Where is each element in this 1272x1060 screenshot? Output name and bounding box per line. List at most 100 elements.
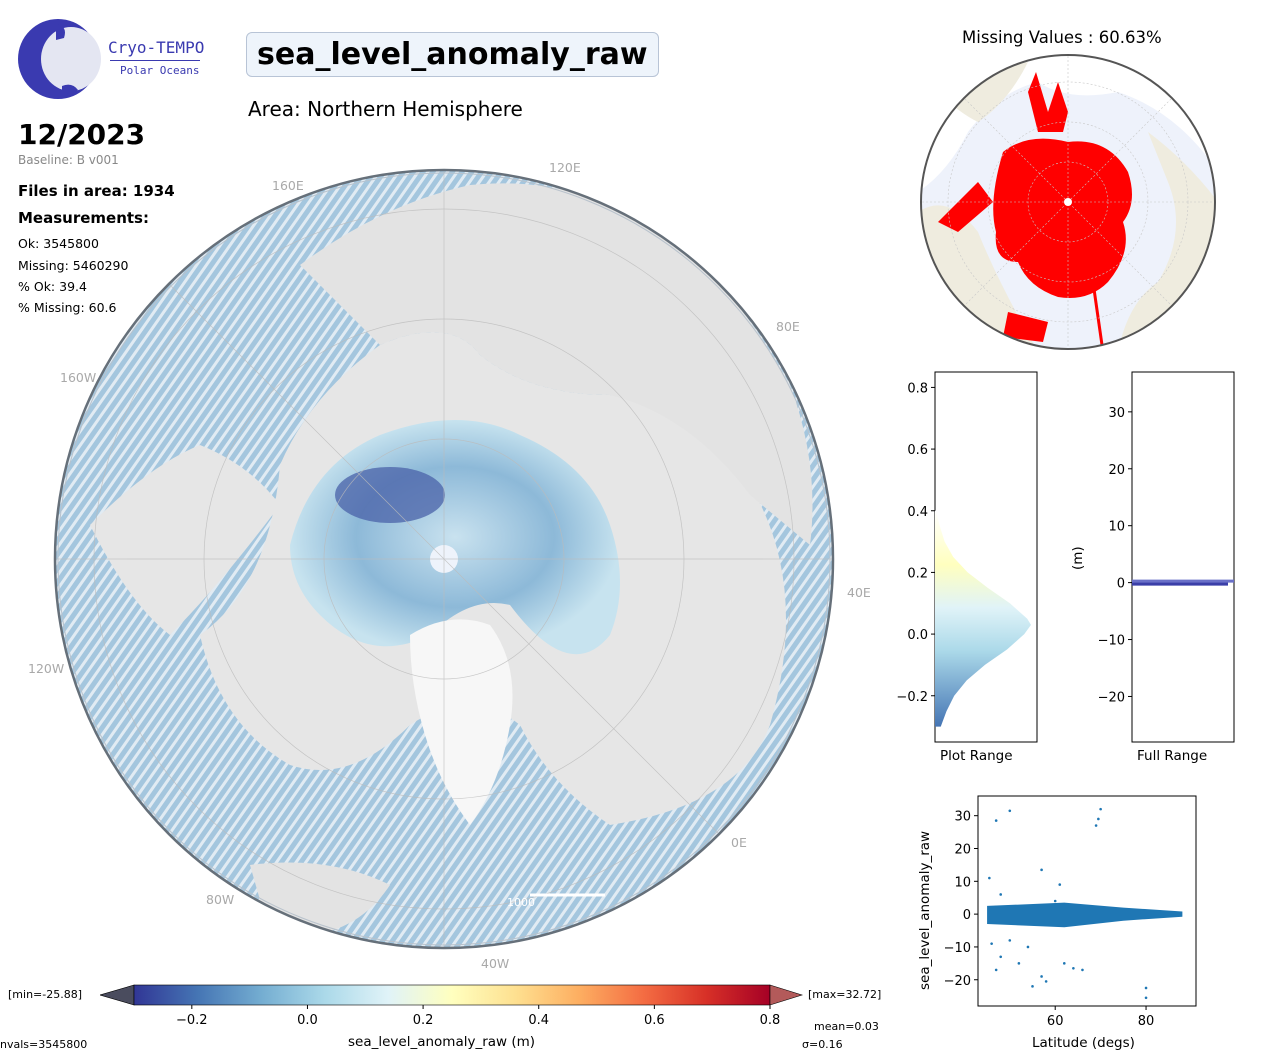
mean-label: mean=0.03 (814, 1020, 879, 1033)
latitude-scatter-plot: 60 80 30 20 10 0 −10 −20 (944, 795, 1197, 1029)
scatter-ylabel: sea_level_anomaly_raw (917, 830, 933, 990)
scatter-point (1062, 962, 1066, 965)
stat-pct-ok: % Ok: 39.4 (18, 279, 87, 294)
scatter-dense-band (987, 902, 1183, 928)
lon-label-120e: 120E (549, 160, 581, 175)
scatter-point (1008, 939, 1012, 942)
colorbar-tick-label: 0.2 (413, 1013, 434, 1028)
scatter-point (994, 819, 998, 822)
scatter-point (1072, 966, 1075, 970)
scatter-y-tick-label: 30 (954, 810, 971, 825)
full-range-bar-top (1132, 579, 1234, 583)
scatter-point (1044, 980, 1048, 983)
full-range-tick-label: 10 (1108, 520, 1125, 535)
plot-range-tick-label: −0.2 (896, 690, 928, 705)
scatter-point (1099, 807, 1102, 811)
scatter-point (990, 942, 993, 945)
scatter-point (1144, 986, 1148, 990)
colorbar-max-extend (769, 984, 804, 1006)
full-range-ylabel: (m) (1070, 546, 1086, 570)
stat-pct-missing: % Missing: 60.6 (18, 300, 117, 315)
page-title: sea_level_anomaly_raw (246, 32, 659, 77)
scatter-point (1144, 996, 1148, 1000)
full-range-tick-label: −20 (1098, 690, 1125, 705)
scatter-point (1053, 899, 1057, 903)
scatter-point (1094, 824, 1098, 827)
measurements-heading: Measurements: (18, 209, 149, 227)
scatter-point (1058, 883, 1062, 886)
full-range-tick-label: 20 (1108, 463, 1125, 478)
plot-range-label: Plot Range (940, 748, 1013, 764)
scatter-point (1081, 968, 1084, 972)
nvals-label: nvals=3545800 (0, 1038, 88, 1051)
scatter-point (1031, 985, 1034, 988)
scale-bar-label: 1000 (507, 896, 535, 909)
plot-range-tick-label: 0.8 (907, 381, 928, 396)
scatter-point (1097, 817, 1100, 821)
missing-values-title: Missing Values : 60.63% (962, 28, 1162, 47)
plot-range-histogram-area (935, 510, 1031, 727)
colorbar-tick-label: 0.4 (528, 1013, 549, 1028)
lon-label-40w: 40W (481, 956, 510, 971)
date-label: 12/2023 (18, 118, 146, 151)
stat-ok: Ok: 3545800 (18, 236, 99, 251)
scatter-point (999, 893, 1003, 896)
lon-label-160e: 160E (272, 178, 304, 193)
logo-name: Cryo-TEMPO (108, 38, 205, 57)
plot-range-tick-label: 0.0 (907, 628, 928, 643)
plot-range-tick-label: 0.2 (907, 566, 928, 581)
scatter-point (999, 955, 1003, 959)
files-in-area: Files in area: 1934 (18, 182, 175, 200)
full-range-bar (1132, 581, 1228, 586)
scatter-y-tick-label: 0 (963, 908, 971, 923)
lon-label-120w: 120W (28, 661, 65, 676)
scatter-x-tick-label: 60 (1047, 1014, 1064, 1029)
scatter-point (994, 968, 998, 972)
scatter-y-tick-label: 20 (954, 843, 971, 858)
colorbar-tick-label: 0.0 (297, 1013, 318, 1028)
colorbar-max-label: [max=32.72] (808, 988, 882, 1001)
colorbar-min-label: [min=-25.88] (8, 988, 83, 1001)
main-polar-map (53, 168, 835, 950)
scatter-point (1026, 945, 1030, 949)
full-range-tick-label: 30 (1108, 406, 1125, 421)
lon-label-80e: 80E (776, 319, 800, 334)
cryo-tempo-logo: Cryo-TEMPO Polar Oceans (16, 18, 206, 100)
lon-label-160w: 160W (60, 370, 97, 385)
area-label: Area: Northern Hemisphere (248, 97, 523, 121)
lon-label-40e: 40E (847, 585, 871, 600)
scatter-xlabel: Latitude (degs) (1032, 1035, 1135, 1051)
plot-range-tick-label: 0.4 (907, 505, 928, 520)
scatter-point (1040, 868, 1043, 872)
plot-range-histogram: −0.2 0.0 0.2 0.4 0.6 0.8 (896, 371, 1038, 743)
full-range-tick-label: −10 (1098, 634, 1125, 649)
missing-values-map (920, 54, 1216, 350)
full-range-label: Full Range (1137, 748, 1208, 764)
plot-range-tick-label: 0.6 (907, 443, 928, 458)
full-range-chart: 30 20 10 0 −10 −20 (1098, 371, 1235, 743)
lon-label-80w: 80W (206, 892, 235, 907)
scatter-point (1017, 962, 1021, 965)
scatter-point (1008, 809, 1012, 813)
logo-globe-icon (18, 19, 101, 99)
scatter-point (988, 876, 991, 880)
colorbar-gradient (133, 984, 771, 1006)
scatter-y-tick-label: 10 (954, 875, 971, 890)
lon-label-0e: 0E (731, 835, 747, 850)
scatter-x-tick-label: 80 (1138, 1014, 1155, 1029)
full-range-tick-label: 0 (1117, 577, 1125, 592)
colorbar-tick-label: −0.2 (176, 1013, 208, 1028)
colorbar: −0.2 0.0 0.2 0.4 0.6 0.8 (100, 984, 804, 1028)
colorbar-min-extend (100, 984, 135, 1006)
scatter-y-tick-label: −10 (944, 941, 971, 956)
colorbar-tick-label: 0.8 (760, 1013, 781, 1028)
stat-missing: Missing: 5460290 (18, 258, 129, 273)
baseline-label: Baseline: B v001 (18, 153, 119, 167)
logo-subtitle: Polar Oceans (120, 64, 200, 77)
scatter-point (1040, 975, 1043, 978)
scatter-y-tick-label: −20 (944, 974, 971, 989)
logo-divider (110, 60, 200, 61)
colorbar-label: sea_level_anomaly_raw (m) (348, 1034, 536, 1050)
sigma-label: σ=0.16 (802, 1038, 843, 1051)
colorbar-tick-label: 0.6 (644, 1013, 665, 1028)
